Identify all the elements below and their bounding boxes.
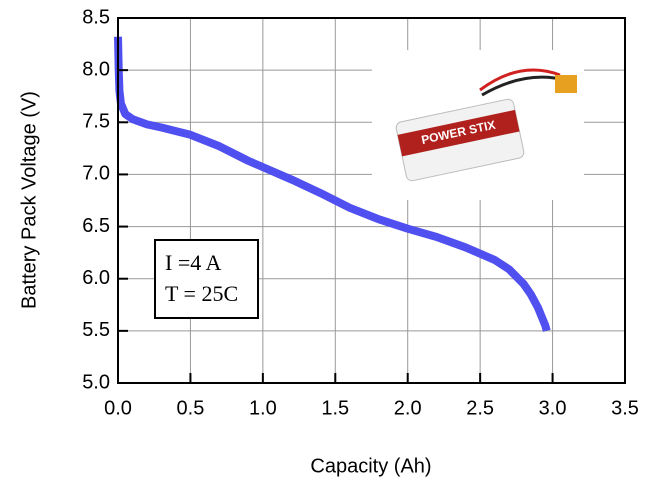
data-line <box>114 36 551 332</box>
annotation-frame <box>154 239 259 319</box>
x-tick-label: 0.0 <box>104 397 132 419</box>
y-axis-label: Battery Pack Voltage (V) <box>18 91 40 309</box>
x-axis-label: Capacity (Ah) <box>310 455 431 477</box>
annotation: I =4 A <box>165 250 222 275</box>
y-tick-label: 5.5 <box>82 319 110 341</box>
plot-area <box>114 36 551 332</box>
y-tick-label: 8.0 <box>82 58 110 80</box>
y-tick-label: 7.0 <box>82 163 110 185</box>
x-tick-label: 3.5 <box>611 397 639 419</box>
y-tick-label: 5.0 <box>82 371 110 393</box>
photo-wire <box>479 68 561 92</box>
x-tick-label: 2.5 <box>466 397 494 419</box>
y-tick-label: 6.0 <box>82 267 110 289</box>
annotation-box: I =4 A T = 25C <box>154 239 259 319</box>
x-tick-label: 3.0 <box>539 397 567 419</box>
x-tick-label: 2.0 <box>394 397 422 419</box>
y-tick-label: 7.5 <box>82 111 110 133</box>
product-photo: POWER STIX <box>372 50 584 200</box>
axes-frame <box>117 17 626 384</box>
y-tick-label: 8.5 <box>82 6 110 28</box>
annotation: T = 25C <box>165 281 238 306</box>
photo-battery: POWER STIX <box>395 98 525 182</box>
photo-connector <box>555 75 577 93</box>
x-tick-label: 1.5 <box>321 397 349 419</box>
y-tick-label: 6.5 <box>82 215 110 237</box>
x-tick-label: 0.5 <box>177 397 205 419</box>
x-tick-label: 1.0 <box>249 397 277 419</box>
